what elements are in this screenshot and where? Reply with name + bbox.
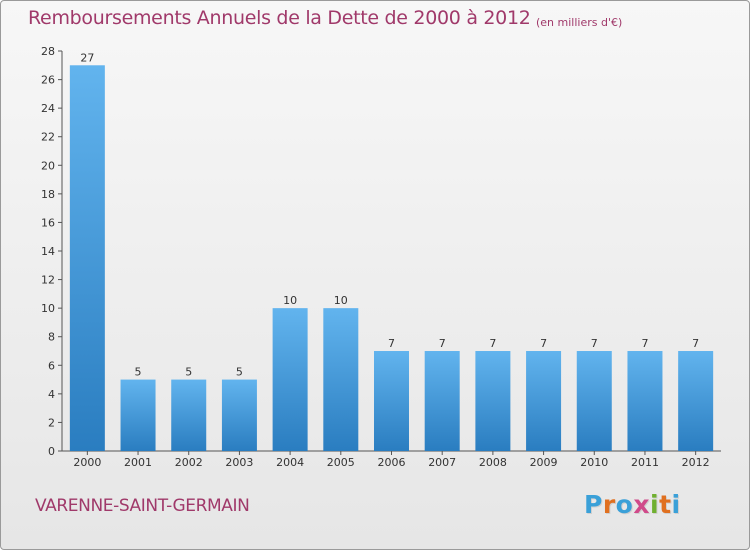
x-tick-label: 2005 [327,456,355,469]
chart-title: Remboursements Annuels de la Dette de 20… [28,7,531,29]
x-tick-label: 2000 [73,456,101,469]
y-tick-label: 0 [48,445,55,458]
data-label: 10 [283,294,297,307]
logo-letter: x [633,490,650,519]
x-tick-label: 2010 [580,456,608,469]
bar-2002 [171,379,207,451]
y-tick-label: 26 [41,74,55,87]
x-tick-label: 2002 [175,456,203,469]
y-tick-label: 10 [41,302,55,315]
y-tick-label: 14 [41,245,55,258]
logo-letter: P [584,490,603,519]
y-tick-label: 18 [41,188,55,201]
y-tick-label: 8 [48,331,55,344]
data-label: 7 [591,337,598,350]
data-label: 7 [692,337,699,350]
y-tick-label: 24 [41,102,55,115]
bar-2001 [120,379,156,451]
x-tick-label: 2009 [530,456,558,469]
y-tick-label: 22 [41,131,55,144]
y-tick-label: 20 [41,159,55,172]
bar-2000 [69,65,105,452]
data-label: 7 [540,337,547,350]
bar-2007 [424,351,460,451]
data-label: 7 [388,337,395,350]
bar-2005 [323,308,359,451]
data-label: 5 [185,366,192,379]
data-label: 10 [334,294,348,307]
x-tick-label: 2011 [631,456,659,469]
bar-2010 [576,351,612,451]
commune-name: VARENNE-SAINT-GERMAIN [35,496,250,516]
x-tick-label: 2004 [276,456,304,469]
data-label: 5 [236,366,243,379]
logo-letter: i [650,490,660,519]
data-label: 27 [80,51,94,64]
y-tick-label: 12 [41,274,55,287]
chart-subtitle: (en milliers d'€) [536,16,623,29]
logo-letter: o [615,490,634,519]
x-tick-label: 2008 [479,456,507,469]
data-label: 7 [489,337,496,350]
y-tick-label: 4 [48,388,55,401]
x-tick-label: 2001 [124,456,152,469]
data-label: 7 [439,337,446,350]
y-tick-label: 28 [41,45,55,58]
logo-letter: r [602,490,616,519]
bar-2003 [221,379,257,451]
x-tick-label: 2003 [225,456,253,469]
data-label: 7 [641,337,648,350]
y-tick-label: 6 [48,359,55,372]
bar-2008 [475,351,511,451]
logo-letter: t [659,490,672,519]
bar-2011 [627,351,663,451]
x-tick-label: 2012 [682,456,710,469]
x-tick-label: 2006 [378,456,406,469]
bar-2009 [526,351,562,451]
y-tick-label: 2 [48,416,55,429]
proxiti-logo[interactable]: Proxiti [584,490,681,519]
logo-letter: i [671,490,681,519]
bar-2006 [374,351,409,451]
y-tick-label: 16 [41,216,55,229]
bar-2004 [272,308,308,451]
bar-2012 [678,351,714,451]
x-tick-label: 2007 [428,456,456,469]
data-label: 5 [135,366,142,379]
